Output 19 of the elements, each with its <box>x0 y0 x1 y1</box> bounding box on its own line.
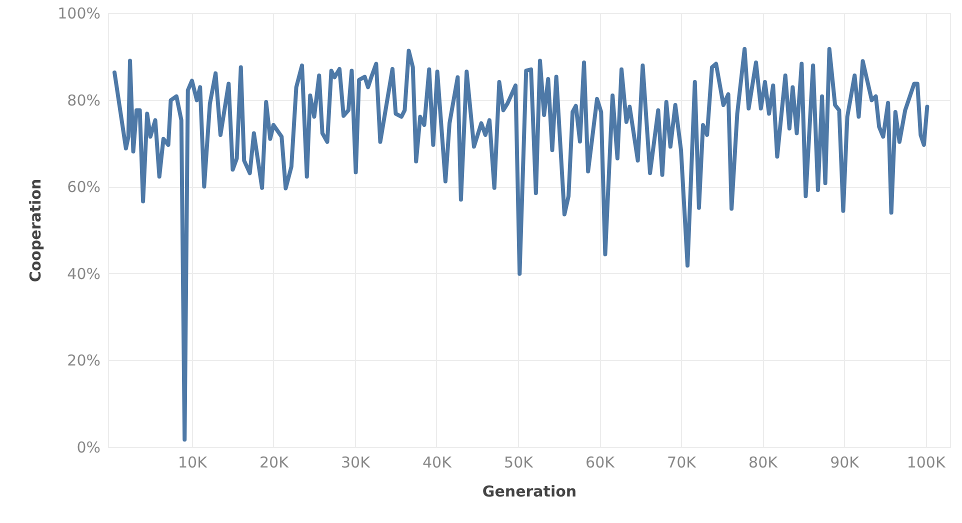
x-tick-label: 10K <box>178 454 208 472</box>
x-tick-label: 20K <box>259 454 290 472</box>
y-tick-label: 60% <box>67 178 100 196</box>
x-tick-label: 30K <box>341 454 372 472</box>
x-tick-label: 90K <box>830 454 860 472</box>
y-tick-label: 40% <box>67 264 100 283</box>
x-tick-label: 80K <box>748 454 779 472</box>
x-axis-title: Generation <box>482 482 577 500</box>
y-tick-label: 100% <box>58 4 100 22</box>
y-tick-label: 0% <box>76 438 100 456</box>
y-tick-label: 20% <box>67 352 100 370</box>
x-tick-label: 40K <box>422 454 453 472</box>
y-tick-label: 80% <box>67 91 100 110</box>
x-tick-label: 70K <box>667 454 698 472</box>
x-tick-label: 100K <box>906 454 946 472</box>
x-tick-label: 60K <box>586 454 616 472</box>
y-axis-title: Cooperation <box>26 178 45 282</box>
line-series <box>112 47 930 442</box>
x-tick-label: 50K <box>504 454 534 472</box>
